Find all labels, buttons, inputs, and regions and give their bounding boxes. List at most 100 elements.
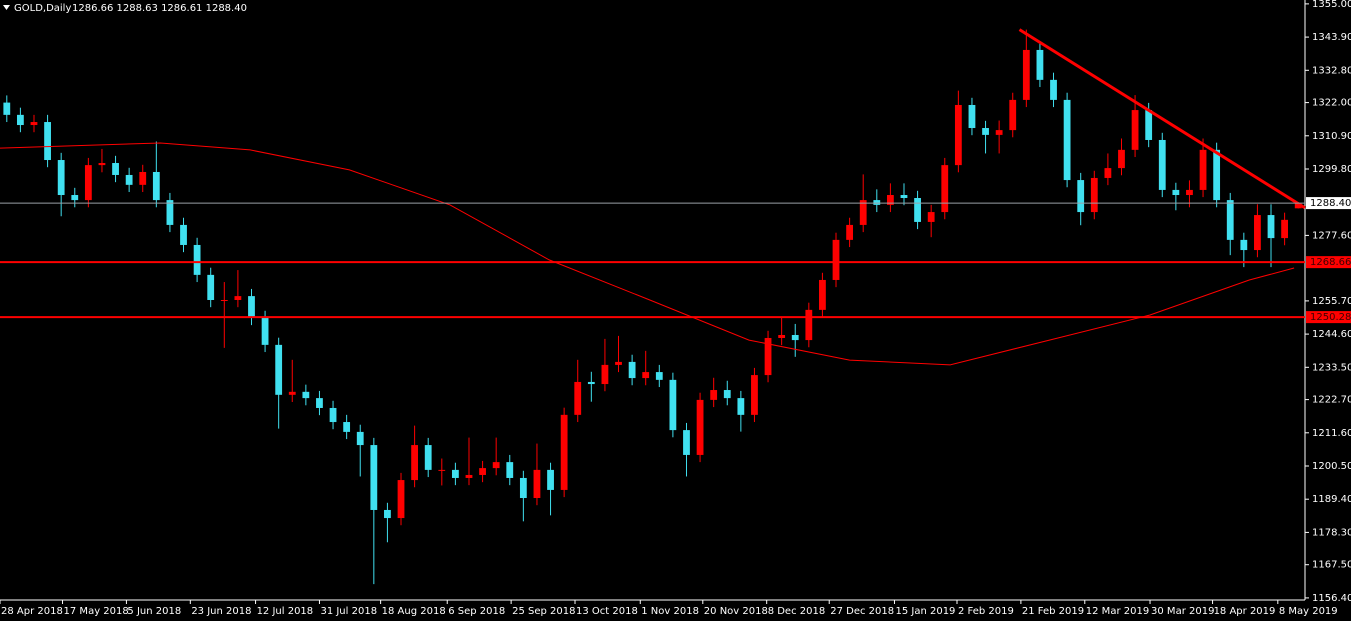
x-tick-label: 12 Jul 2018 [257, 606, 314, 617]
x-tick-label: 20 Nov 2018 [704, 606, 768, 617]
candle-body [261, 317, 269, 345]
candle-body [370, 445, 378, 510]
candle-body [492, 462, 500, 469]
candle-body [139, 171, 147, 185]
candle-body [683, 430, 690, 455]
candle-body [574, 381, 582, 415]
candle-body [234, 296, 242, 300]
x-tick-label: 17 May 2018 [64, 606, 129, 617]
candle-body [805, 309, 813, 341]
candle-body [1267, 215, 1275, 239]
candle-body [356, 431, 364, 446]
candle-body [275, 344, 283, 395]
candle-body [343, 422, 351, 432]
candle-body [438, 469, 446, 471]
candle-body [723, 390, 731, 399]
candle-body [791, 334, 799, 341]
candle-body [302, 391, 310, 399]
candle-body [751, 375, 758, 415]
candle-body [180, 224, 187, 245]
candle-body [846, 224, 854, 240]
y-tick-label: 1277.60 [1312, 230, 1351, 241]
chart-title: GOLD,Daily [14, 3, 71, 14]
candle-body [248, 296, 255, 318]
candle-body [1213, 149, 1221, 201]
x-tick-label: 15 Jan 2019 [895, 606, 955, 617]
level-label: 1250.28 [1310, 312, 1351, 323]
candle-body [995, 130, 1003, 135]
candle-body [1036, 49, 1044, 80]
candle-body [982, 128, 989, 135]
candle-body [1172, 189, 1180, 196]
level-label: 1268.66 [1310, 257, 1351, 268]
x-tick-label: 18 Apr 2019 [1214, 606, 1276, 617]
candle-body [954, 104, 962, 166]
candle-body [900, 195, 908, 199]
x-tick-label: 5 Jun 2018 [127, 606, 181, 617]
candle-body [968, 104, 976, 129]
y-tick-label: 1322.00 [1312, 98, 1351, 109]
y-tick-label: 1189.40 [1312, 494, 1351, 505]
y-tick-label: 1200.50 [1312, 461, 1351, 472]
candle-body [696, 399, 704, 455]
candle-body [207, 274, 215, 300]
candle-body [519, 477, 527, 499]
candle-body [166, 200, 174, 225]
y-tick-label: 1332.80 [1312, 65, 1351, 76]
candle-body [16, 114, 24, 126]
x-tick-label: 1 Nov 2018 [641, 606, 699, 617]
candle-body [1226, 200, 1234, 240]
y-tick-label: 1211.60 [1312, 428, 1351, 439]
candle-body [424, 445, 432, 470]
moving-average [0, 142, 1295, 366]
level-label-box [1306, 311, 1351, 324]
candle-body [628, 361, 636, 379]
candle-body [655, 372, 663, 380]
candle-body [152, 171, 160, 201]
x-tick-label: 25 Sep 2018 [512, 606, 575, 617]
candle-body [1131, 110, 1139, 150]
candle-body [859, 200, 867, 225]
candle-body [1009, 99, 1017, 131]
candle-body [316, 398, 323, 408]
candle-body [1118, 149, 1125, 169]
candle-body [329, 407, 337, 423]
candle-body [1145, 110, 1153, 140]
candle-body [451, 469, 459, 478]
y-tick-label: 1156.40 [1312, 593, 1351, 604]
x-tick-label: 21 Feb 2019 [1022, 606, 1084, 617]
candle-body [220, 300, 228, 301]
candle-body [1254, 215, 1261, 251]
candle-body [3, 102, 11, 115]
candle-body [288, 391, 296, 395]
candle-body [601, 364, 609, 385]
candle-body [778, 334, 786, 338]
candle-body [1240, 239, 1248, 251]
candle-body [886, 195, 894, 205]
candle-body [1104, 168, 1112, 178]
candle-body [84, 165, 92, 201]
last-price-label: 1288.40 [1310, 198, 1351, 209]
candle-body [384, 509, 391, 519]
candle-body [44, 122, 51, 161]
candle-body [737, 398, 745, 415]
last-price-box [1306, 197, 1351, 210]
candle-body [710, 390, 718, 400]
candle-body [57, 160, 65, 196]
y-tick-label: 1299.80 [1312, 164, 1351, 175]
y-tick-label: 1233.50 [1312, 362, 1351, 373]
level-label-box [1306, 256, 1351, 269]
candle-body [587, 381, 595, 385]
candle-body [112, 163, 119, 175]
candle-body [506, 462, 514, 478]
y-tick-label: 1222.70 [1312, 395, 1351, 406]
candle-body [1077, 180, 1085, 213]
candle-body [30, 122, 38, 126]
x-tick-label: 27 Dec 2018 [830, 606, 894, 617]
candle-body [98, 163, 106, 166]
candle-body [125, 174, 133, 185]
x-tick-label: 2 Feb 2019 [958, 606, 1014, 617]
candle-body [71, 195, 79, 201]
